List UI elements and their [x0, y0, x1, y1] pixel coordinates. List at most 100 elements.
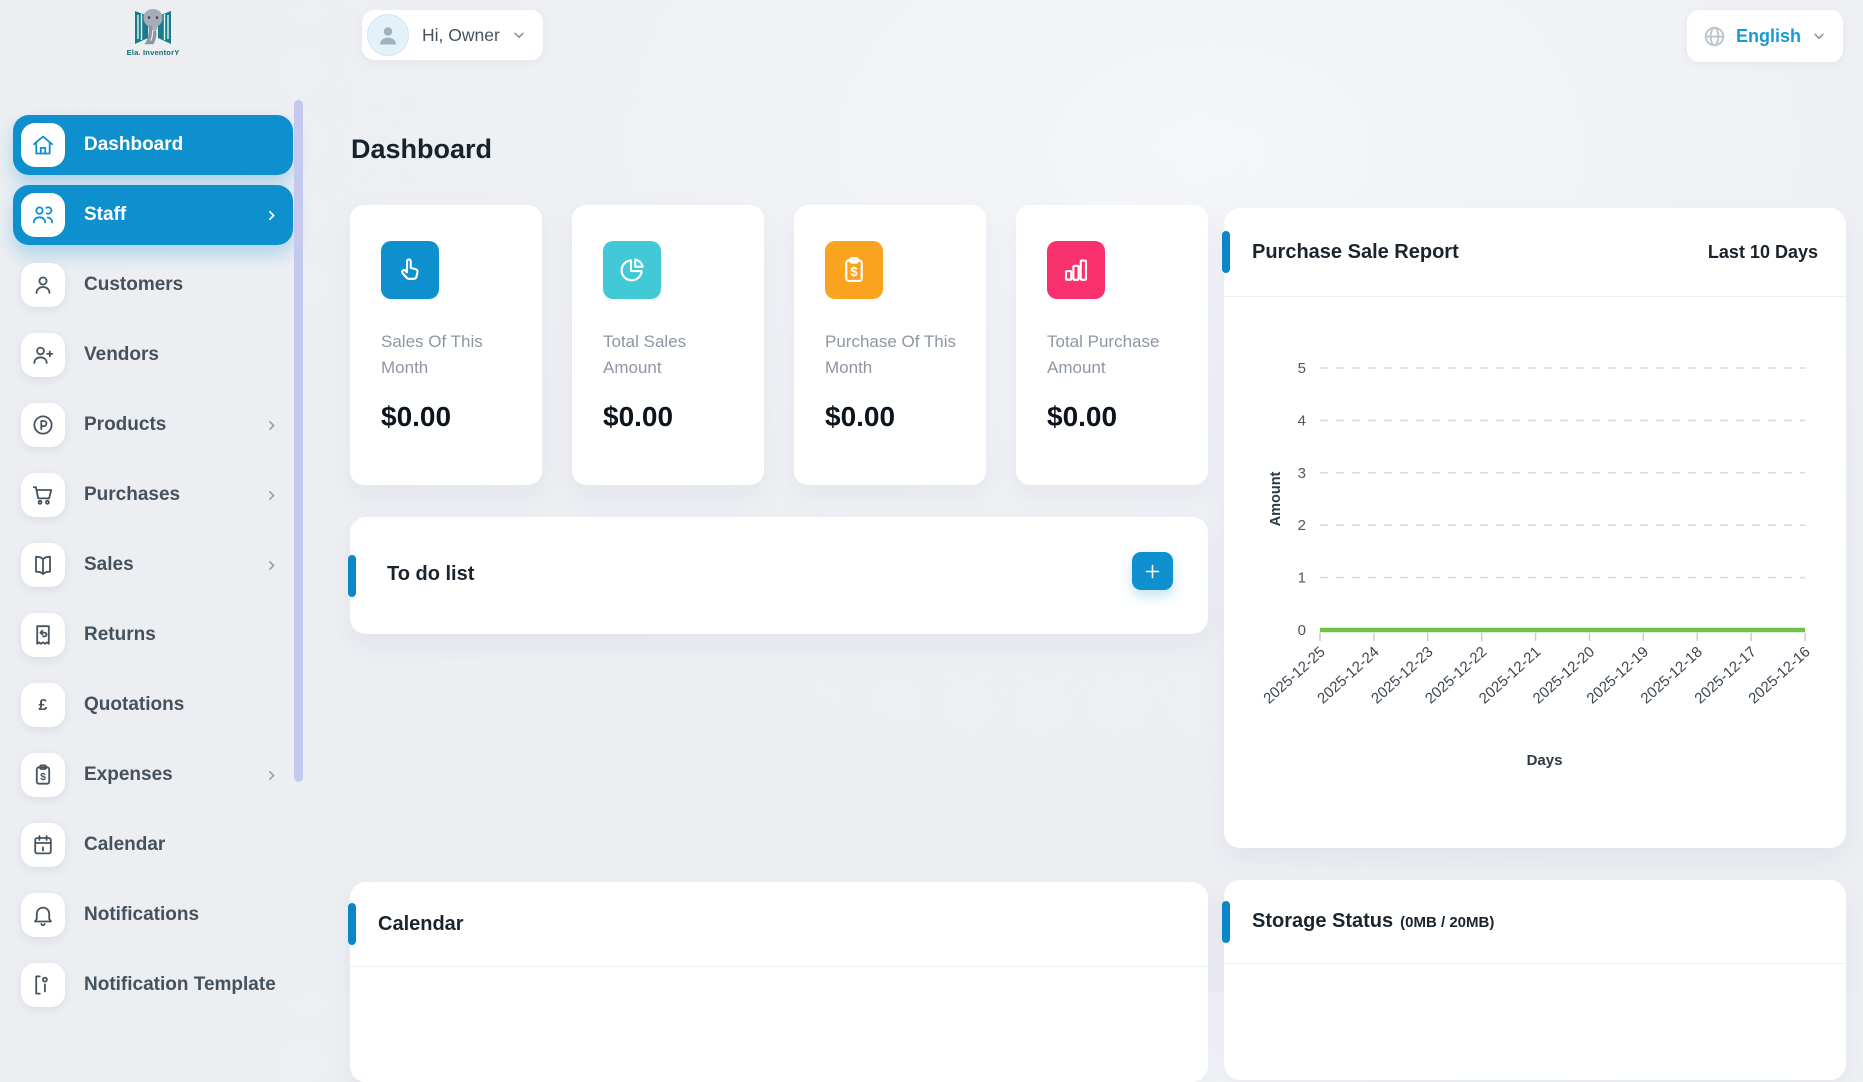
person-icon: [367, 14, 409, 56]
stat-label: Total Sales Amount: [603, 332, 687, 377]
sidebar-item-label: Notifications: [84, 904, 200, 925]
sidebar-item-purchases[interactable]: Purchases: [13, 465, 293, 525]
svg-text:Days: Days: [1527, 752, 1563, 769]
purchase-sale-chart: 0 1 2 3 4 5 Amount 2025-12-25 2025-12-24 2025-12-…: [1224, 297, 1846, 817]
svg-text:3: 3: [1298, 465, 1306, 482]
sidebar-item-vendors[interactable]: Vendors: [13, 325, 293, 385]
calendar-card: Calendar: [348, 882, 1208, 1082]
chevron-right-icon: [263, 557, 280, 574]
svg-text:Amount: Amount: [1268, 471, 1284, 526]
calendar-card-header: Calendar: [350, 882, 1208, 967]
template-icon: [21, 963, 65, 1007]
user-greeting: Hi, Owner: [422, 24, 500, 45]
pound-icon: £: [21, 683, 65, 727]
todo-title: To do list: [387, 563, 475, 585]
svg-text:5: 5: [1298, 360, 1306, 377]
sidebar-item-staff[interactable]: Staff: [13, 185, 293, 245]
purchase-sale-report-card: Purchase Sale Report Last 10 Days 0 1 2 3 4 5…: [1222, 208, 1846, 848]
sidebar-item-label: Staff: [84, 204, 127, 225]
brand-name: Ela. InventorY: [126, 48, 180, 57]
stat-value: $0.00: [381, 401, 452, 432]
bell-icon: [21, 893, 65, 937]
plus-icon: [1142, 561, 1163, 582]
page-title: Dashboard: [351, 134, 493, 165]
svg-text:2: 2: [1298, 517, 1306, 534]
sidebar-item-label: Expenses: [84, 764, 173, 785]
storage-card-header: Storage Status (0MB / 20MB): [1224, 880, 1846, 964]
pie-chart-icon: [603, 241, 661, 299]
storage-usage: (0MB / 20MB): [1400, 914, 1495, 931]
storage-title: Storage Status: [1252, 910, 1394, 932]
svg-text:$: $: [850, 264, 858, 279]
card-accent-bar: [1222, 231, 1230, 273]
stat-card-3: Total Purchase Amount $0.00: [1016, 205, 1208, 485]
product-p-icon: [21, 403, 65, 447]
users-icon: [21, 193, 65, 237]
svg-text:4: 4: [1298, 412, 1306, 429]
stat-card-2: $ Purchase Of This Month $0.00: [794, 205, 986, 485]
stat-label: Sales Of This Month: [381, 332, 483, 377]
todo-card: To do list: [348, 517, 1208, 634]
cart-icon: [21, 473, 65, 517]
sidebar-item-notification-template[interactable]: Notification Template: [13, 955, 293, 1015]
sidebar-item-sales[interactable]: Sales: [13, 535, 293, 595]
card-accent-bar: [348, 555, 356, 597]
stat-card-0: Sales Of This Month $0.00: [350, 205, 542, 485]
sidebar-item-returns[interactable]: Returns: [13, 605, 293, 665]
sidebar-item-label: Vendors: [84, 344, 159, 365]
stat-label: Purchase Of This Month: [825, 332, 957, 377]
sidebar-item-calendar[interactable]: Calendar: [13, 815, 293, 875]
stat-value: $0.00: [1047, 401, 1118, 432]
report-period: Last 10 Days: [1707, 241, 1818, 262]
app-logo[interactable]: Ela. InventorY: [116, 7, 190, 57]
receipt-return-icon: [21, 613, 65, 657]
sidebar-scrollbar[interactable]: [294, 100, 303, 782]
sidebar-item-label: Products: [84, 414, 167, 435]
chevron-right-icon: [263, 417, 280, 434]
bar-chart-icon: [1047, 241, 1105, 299]
sidebar-item-label: Purchases: [84, 484, 181, 505]
report-card-header: Purchase Sale Report Last 10 Days: [1224, 208, 1846, 297]
sidebar: Dashboard Staff Customers Vendors Products Pu…: [13, 115, 293, 1025]
stat-label: Total Purchase Amount: [1047, 332, 1160, 377]
language-selector[interactable]: English: [1686, 10, 1843, 62]
home-icon: [21, 123, 65, 167]
stat-value: $0.00: [603, 401, 674, 432]
stat-value: $0.00: [825, 401, 896, 432]
sidebar-item-label: Dashboard: [84, 134, 184, 155]
user-menu[interactable]: Hi, Owner: [362, 10, 543, 60]
clipboard-dollar-icon: $: [21, 753, 65, 797]
sidebar-item-label: Quotations: [84, 694, 185, 715]
sidebar-item-products[interactable]: Products: [13, 395, 293, 455]
sidebar-item-label: Sales: [84, 554, 134, 575]
sidebar-item-dashboard[interactable]: Dashboard: [13, 115, 293, 175]
card-accent-bar: [348, 903, 356, 945]
sidebar-item-customers[interactable]: Customers: [13, 255, 293, 315]
sidebar-item-label: Notification Template: [84, 974, 276, 995]
chevron-right-icon: [263, 207, 280, 224]
svg-text:0: 0: [1298, 622, 1306, 639]
sidebar-item-notifications[interactable]: Notifications: [13, 885, 293, 945]
storage-status-card: Storage Status (0MB / 20MB): [1222, 880, 1846, 1080]
user-icon: [21, 263, 65, 307]
sidebar-item-quotations[interactable]: £ Quotations: [13, 675, 293, 735]
globe-icon: [1702, 24, 1727, 49]
user-plus-icon: [21, 333, 65, 377]
report-title: Purchase Sale Report: [1252, 240, 1459, 263]
add-todo-button[interactable]: [1132, 552, 1173, 590]
stat-card-1: Total Sales Amount $0.00: [572, 205, 764, 485]
stat-cards-row: Sales Of This Month $0.00 Total Sales Amou…: [350, 205, 1208, 485]
hand-pointer-icon: [381, 241, 439, 299]
calendar-title: Calendar: [378, 912, 464, 935]
language-label: English: [1735, 25, 1801, 46]
chevron-down-icon: [510, 26, 528, 44]
chevron-right-icon: [263, 767, 280, 784]
sidebar-item-expenses[interactable]: $ Expenses: [13, 745, 293, 805]
sidebar-item-label: Customers: [84, 274, 184, 295]
svg-text:£: £: [39, 697, 48, 714]
sidebar-item-label: Returns: [84, 624, 156, 645]
card-accent-bar: [1222, 901, 1230, 943]
svg-text:1: 1: [1298, 570, 1306, 587]
chevron-down-icon: [1810, 27, 1828, 45]
clipboard-dollar-icon: $: [825, 241, 883, 299]
